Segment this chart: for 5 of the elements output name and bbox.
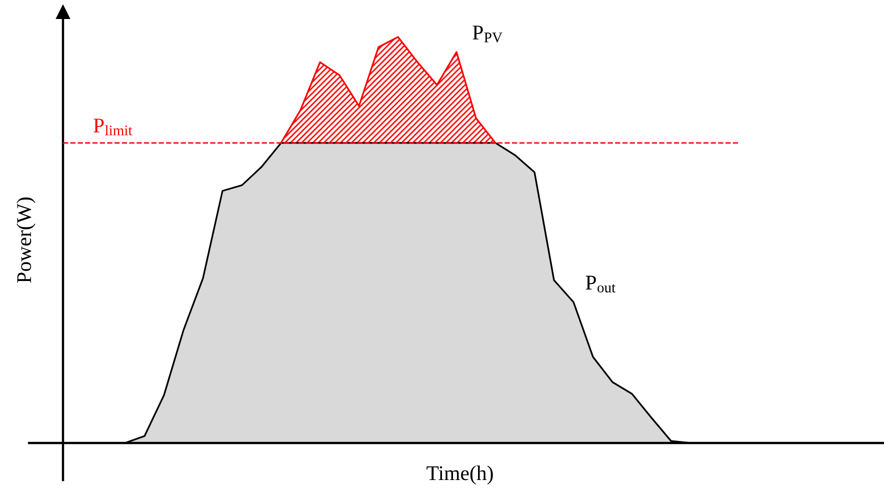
series-label: P$_{out}$ (586, 276, 616, 292)
x-axis-title: Time(h) (426, 466, 493, 484)
series-label: P$_{PV}$ (472, 26, 502, 42)
ref-line-label: P$_{limit}$ (94, 118, 132, 136)
y-axis-title: Power(W) (16, 198, 36, 283)
